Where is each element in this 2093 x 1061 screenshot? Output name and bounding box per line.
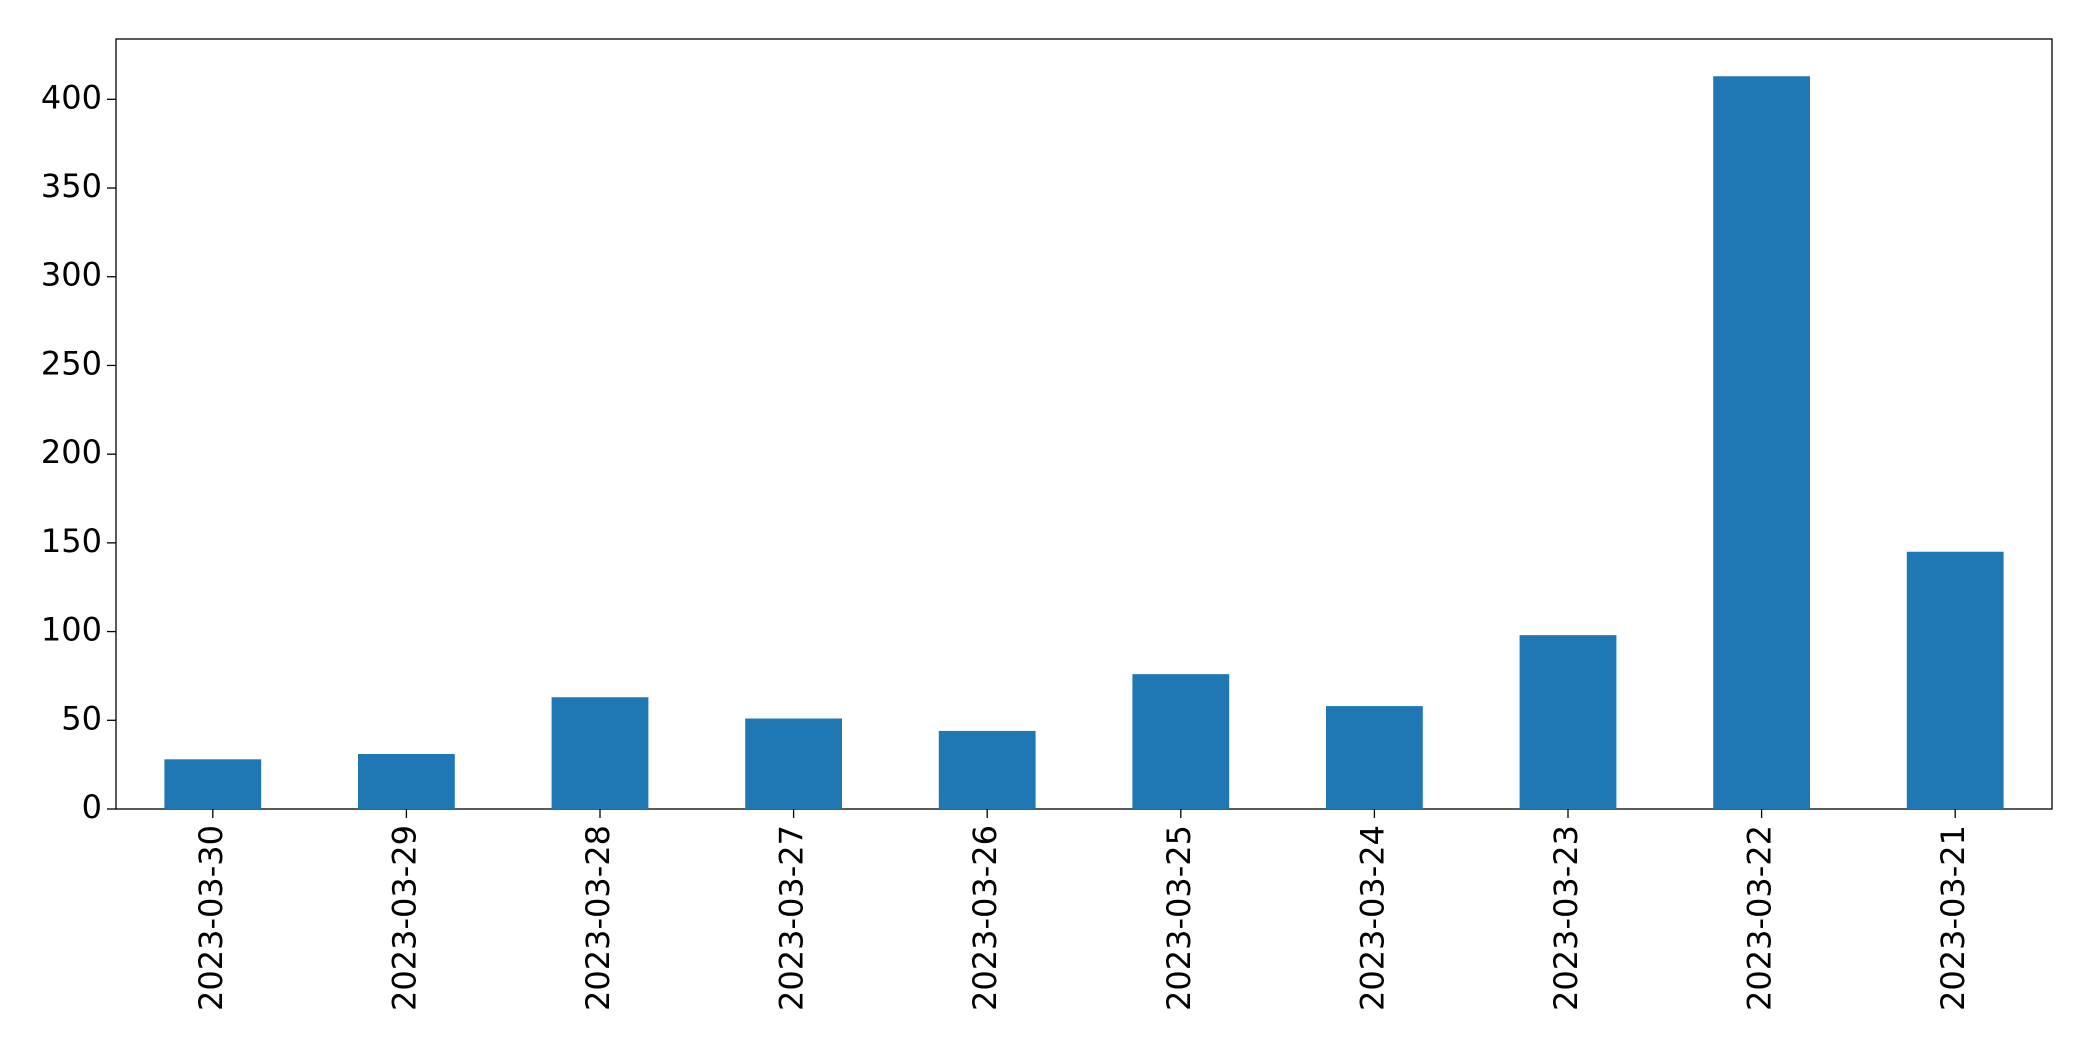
y-tick-label: 150 [41,522,102,560]
y-tick-label: 250 [41,344,102,382]
y-tick-label: 350 [41,167,102,205]
bar [1906,551,2004,809]
bar [745,718,842,809]
x-tick-label: 2023-03-23 [1547,825,1585,1011]
bar [1519,635,1617,809]
x-tick-label: 2023-03-21 [1934,825,1972,1011]
y-tick-label: 50 [61,699,102,737]
bar [1326,706,1423,809]
bar [551,697,649,809]
bar [358,754,455,809]
y-tick-label: 0 [82,788,102,826]
x-tick-label: 2023-03-22 [1741,825,1779,1011]
bar [1713,76,1810,810]
x-tick-label: 2023-03-28 [579,825,617,1011]
x-tick-label: 2023-03-29 [385,825,423,1011]
y-tick-label: 400 [41,78,102,116]
y-tick-label: 100 [41,611,102,649]
x-tick-label: 2023-03-30 [192,825,230,1011]
x-tick-label: 2023-03-26 [966,825,1004,1011]
x-tick-label: 2023-03-25 [1160,825,1198,1011]
bar [1132,674,1230,809]
x-tick-label: 2023-03-24 [1353,825,1391,1011]
bar [164,759,262,809]
plot-frame [115,38,2053,810]
bar [938,730,1036,809]
y-tick-label: 200 [41,433,102,471]
y-tick-label: 300 [41,256,102,294]
x-tick-label: 2023-03-27 [773,825,811,1011]
